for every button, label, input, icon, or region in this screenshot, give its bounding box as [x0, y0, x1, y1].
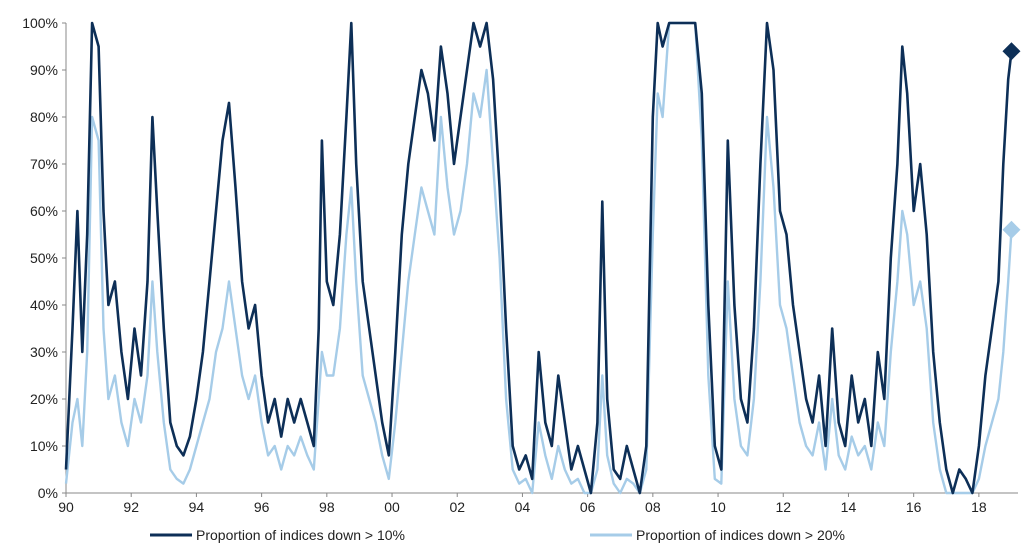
series-line-1 [64, 21, 1013, 495]
x-tick-label: 06 [580, 499, 596, 515]
x-tick-label: 10 [710, 499, 726, 515]
y-tick-label: 30% [30, 344, 58, 360]
x-tick-label: 96 [254, 499, 270, 515]
legend-label-series-1: Proportion of indices down > 10% [196, 527, 405, 543]
x-tick-label: 92 [123, 499, 139, 515]
y-tick-label: 90% [30, 62, 58, 78]
x-tick-label: 14 [841, 499, 857, 515]
axes-group: 0% 10% 20% 30% 40% 50% 60% 70% 80% 90% 100% 90 92 94 9… [22, 15, 1018, 515]
y-tick-label: 50% [30, 250, 58, 266]
x-tick-label: 90 [58, 499, 74, 515]
legend: Proportion of indices down > 10% Proport… [150, 527, 845, 543]
x-tick-label: 98 [319, 499, 335, 515]
x-tick-label: 16 [906, 499, 922, 515]
x-tick-label: 94 [189, 499, 205, 515]
x-tick-label: 00 [384, 499, 400, 515]
series-group [64, 21, 1013, 495]
y-tick-label: 10% [30, 438, 58, 454]
x-tick-label: 02 [449, 499, 465, 515]
y-tick-label: 60% [30, 203, 58, 219]
end-markers-group [1002, 42, 1021, 239]
y-tick-label: 20% [30, 391, 58, 407]
y-tick-label: 40% [30, 297, 58, 313]
y-tick-label: 0% [38, 485, 58, 501]
y-tick-label: 70% [30, 156, 58, 172]
x-tick-label: 12 [775, 499, 791, 515]
end-marker-series-1 [1002, 42, 1021, 61]
x-tick-label: 04 [515, 499, 531, 515]
y-tick-label: 80% [30, 109, 58, 125]
x-tick-label: 08 [645, 499, 661, 515]
y-tick-label: 100% [22, 15, 58, 31]
x-tick-label: 18 [971, 499, 987, 515]
series-line-2 [64, 21, 1013, 495]
end-marker-series-2 [1002, 220, 1021, 239]
legend-label-series-2: Proportion of indices down > 20% [636, 527, 845, 543]
